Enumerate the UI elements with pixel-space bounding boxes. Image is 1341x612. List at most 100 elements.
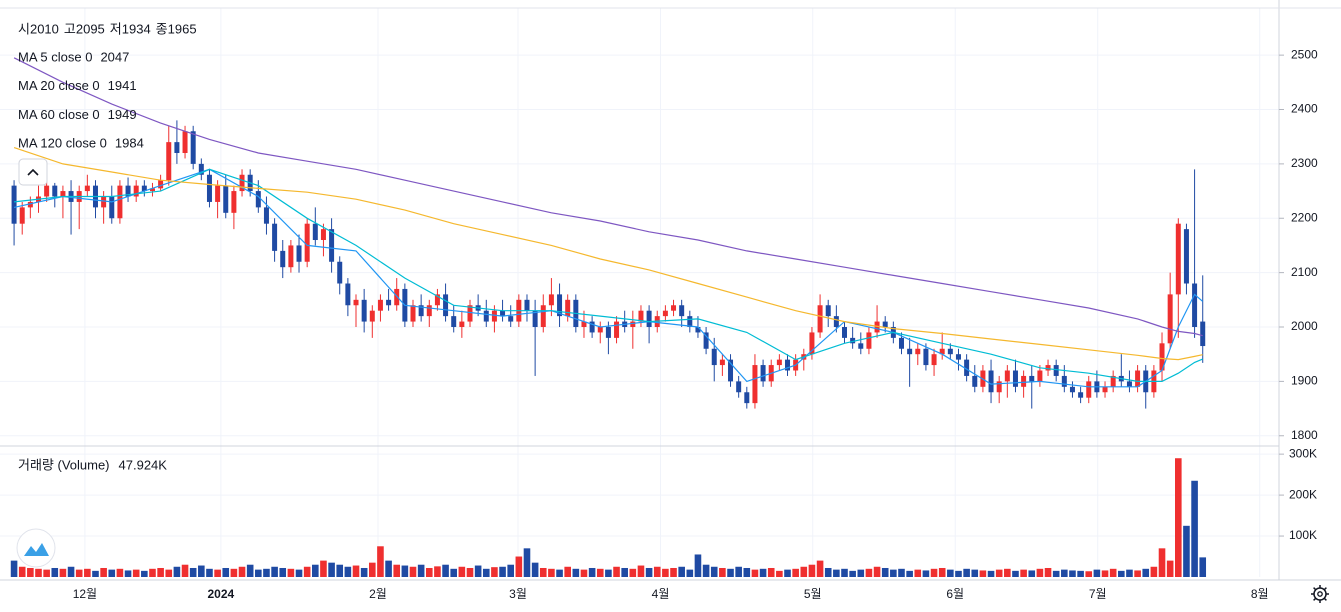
candle-body — [524, 299, 530, 311]
volume-bar — [1109, 568, 1117, 577]
candle-body — [703, 332, 709, 349]
volume-bar — [1077, 570, 1084, 577]
volume-bar — [279, 567, 287, 577]
volume-bar — [824, 567, 832, 577]
volume-bar — [466, 567, 474, 577]
volume-bar — [572, 568, 580, 577]
collapse-button[interactable] — [18, 158, 48, 186]
volume-bar — [320, 560, 327, 577]
ma-line — [13, 57, 1203, 337]
volume-bar — [1004, 568, 1011, 577]
candle-body — [223, 185, 229, 213]
candle-body — [239, 174, 245, 192]
volume-bar — [116, 568, 124, 577]
collapse-button-box[interactable] — [18, 158, 48, 186]
candle-body — [915, 348, 921, 355]
volume-bar — [710, 566, 718, 577]
volume-bar — [507, 564, 515, 577]
ma-legend-value: 2047 — [100, 49, 129, 64]
volume-bar — [930, 568, 938, 577]
candle-body — [60, 191, 66, 197]
candle-body — [557, 294, 563, 317]
volume-bar — [1036, 568, 1044, 577]
candle-body — [776, 359, 782, 366]
candle-body — [296, 245, 302, 262]
volume-bar — [189, 567, 197, 577]
volume-bar — [450, 568, 458, 577]
volume-bar — [10, 560, 18, 577]
y-tick-label: 2200 — [1291, 210, 1318, 224]
candle-body — [508, 316, 514, 322]
candle-body — [410, 305, 416, 322]
volume-bar — [523, 548, 531, 577]
volume-bar — [491, 567, 498, 577]
candle-body — [972, 375, 978, 387]
candle-body — [1159, 343, 1165, 371]
marks — [10, 57, 1207, 577]
volume-bar — [881, 567, 889, 577]
volume-bar — [43, 569, 50, 577]
candle-body — [125, 185, 131, 197]
logo-icon — [24, 543, 49, 556]
volume-bar — [100, 567, 107, 577]
volume-bar — [1101, 570, 1109, 577]
ohlc-value: 1965 — [168, 21, 197, 36]
logo[interactable] — [16, 528, 56, 568]
volume-bar — [588, 567, 596, 577]
candle-body — [1004, 370, 1010, 382]
y-tick-label: 1900 — [1291, 374, 1318, 388]
ma-line — [13, 147, 1203, 361]
candle-body — [638, 310, 644, 322]
candle-body — [744, 392, 750, 404]
candle-body — [443, 294, 449, 317]
volume-bar — [898, 568, 905, 577]
volume-bar — [206, 568, 213, 577]
candle-body — [662, 310, 668, 317]
volume-bar — [377, 546, 384, 577]
candle-body — [671, 305, 677, 311]
candle-body — [11, 185, 17, 224]
candle-body — [101, 196, 107, 208]
volume-tick-label: 200K — [1289, 487, 1317, 501]
candle-body — [736, 381, 742, 393]
y-tick-label: 2400 — [1291, 102, 1318, 116]
candle-body — [581, 321, 587, 328]
volume-bar — [1093, 569, 1101, 577]
candle-body — [760, 365, 766, 382]
candle-body — [955, 354, 961, 360]
volume-bar — [735, 566, 742, 577]
volume-bar — [873, 566, 881, 577]
volume-bar — [645, 567, 653, 577]
x-tick-label: 5월 — [804, 587, 822, 601]
volume-tick-label: 100K — [1289, 528, 1317, 542]
ohlc-value: 1934 — [122, 21, 151, 36]
candle-body — [1037, 370, 1043, 382]
volume-bar — [564, 566, 571, 577]
volume-bar — [1069, 570, 1076, 577]
candle-body — [996, 381, 1002, 393]
logo-circle[interactable] — [16, 528, 56, 568]
candle-body — [565, 299, 571, 317]
volume-bar — [385, 560, 392, 577]
candle-body — [312, 223, 318, 241]
candle-body — [679, 305, 685, 317]
candle-body — [1167, 294, 1173, 344]
volume-legend-name: 거래량 (Volume) — [18, 457, 110, 472]
volume-bar — [255, 569, 262, 577]
candle-body — [825, 305, 831, 317]
volume-bar — [1012, 570, 1019, 577]
candle-body — [785, 359, 791, 371]
candle-body — [988, 370, 994, 393]
volume-bar — [629, 568, 637, 577]
candle-body — [459, 321, 465, 328]
volume-bar — [393, 564, 401, 577]
volume-bar — [596, 568, 604, 577]
candle-body — [109, 196, 115, 219]
volume-bar — [230, 568, 238, 577]
volume-bar — [132, 569, 140, 577]
volume-bar — [784, 569, 791, 577]
settings-button[interactable] — [1311, 585, 1329, 603]
ohlc-label: 시 — [18, 21, 30, 36]
volume-bar — [727, 568, 734, 577]
ohlc-label: 저 — [110, 21, 122, 36]
